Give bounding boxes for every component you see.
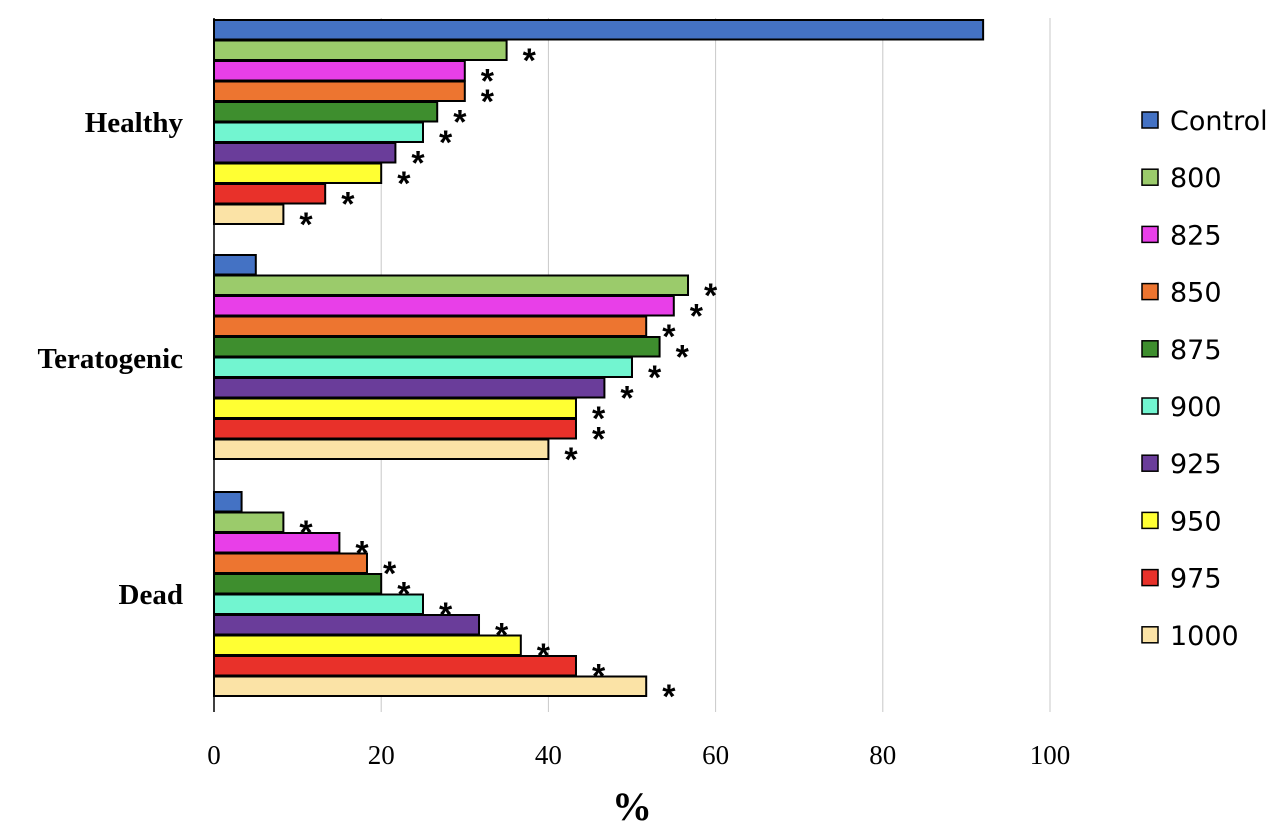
bar (213, 39, 508, 61)
bar (213, 295, 675, 317)
legend-swatch (1141, 111, 1159, 129)
legend-label: Control (1170, 106, 1268, 137)
bar (213, 573, 383, 595)
legend-label: 800 (1170, 163, 1222, 194)
bar (213, 101, 439, 123)
legend-swatch (1141, 397, 1159, 415)
significance-marker: * (481, 63, 495, 101)
bar (213, 511, 285, 533)
legend-swatch (1141, 225, 1159, 244)
significance-marker: * (564, 441, 578, 479)
x-tick-label: 80 (869, 740, 896, 770)
legend-label: 950 (1170, 506, 1222, 537)
legend-label: 975 (1170, 564, 1222, 595)
significance-marker: * (620, 380, 634, 418)
bar (213, 491, 243, 513)
legend-label: 875 (1170, 335, 1222, 366)
legend-swatch (1141, 282, 1159, 301)
significance-marker: * (299, 206, 313, 244)
bar (213, 162, 383, 184)
legend-label: 825 (1170, 220, 1222, 251)
x-axis-title: % (612, 784, 652, 826)
bar (213, 356, 633, 378)
legend-swatch (1141, 454, 1159, 472)
legend-swatch (1141, 626, 1159, 644)
bar (213, 121, 424, 143)
legend-swatch (1141, 168, 1159, 186)
bar (213, 438, 550, 460)
significance-marker: * (592, 421, 606, 459)
significance-marker: * (662, 678, 676, 716)
x-tick-label: 0 (207, 740, 221, 770)
bar (213, 254, 257, 276)
significance-marker: * (439, 124, 453, 162)
significance-marker: * (676, 339, 690, 377)
significance-marker: * (592, 400, 606, 438)
bar (213, 655, 577, 677)
significance-marker: * (453, 104, 467, 142)
legend-label: 850 (1170, 278, 1222, 309)
bar (213, 336, 661, 358)
bar (213, 315, 648, 337)
legend-label: 900 (1170, 392, 1222, 423)
significance-marker: * (411, 145, 425, 183)
bar (213, 377, 606, 399)
x-tick-label: 20 (368, 740, 395, 770)
bar (213, 634, 522, 656)
bar (213, 532, 341, 554)
bar (213, 274, 690, 296)
significance-marker: * (383, 555, 397, 593)
bar (213, 593, 424, 615)
bar (213, 142, 397, 164)
legend-label: 925 (1170, 449, 1222, 480)
category-label: Teratogenic (37, 343, 183, 375)
significance-marker: * (648, 359, 662, 397)
significance-marker: * (690, 298, 704, 336)
bar (213, 203, 285, 225)
bar (213, 397, 577, 419)
significance-marker: * (662, 318, 676, 356)
bar (213, 183, 327, 205)
significance-marker: * (481, 83, 495, 121)
bar (213, 80, 466, 102)
bar (213, 60, 466, 82)
significance-marker: * (397, 165, 411, 203)
significance-marker: * (341, 186, 355, 224)
bar (213, 675, 648, 697)
legend-swatch (1141, 340, 1159, 358)
bar (213, 418, 577, 440)
legend-swatch (1141, 568, 1159, 587)
bar (213, 614, 481, 636)
significance-marker: * (704, 277, 718, 315)
x-tick-label: 100 (1030, 740, 1071, 770)
category-label: Healthy (85, 107, 184, 139)
x-tick-label: 40 (535, 740, 562, 770)
legend-swatch (1141, 511, 1159, 530)
category-label: Dead (119, 579, 183, 611)
x-tick-label: 60 (702, 740, 729, 770)
bar (213, 552, 368, 574)
bar (213, 19, 985, 41)
legend-label: 1000 (1170, 621, 1239, 652)
significance-marker: * (523, 42, 537, 80)
